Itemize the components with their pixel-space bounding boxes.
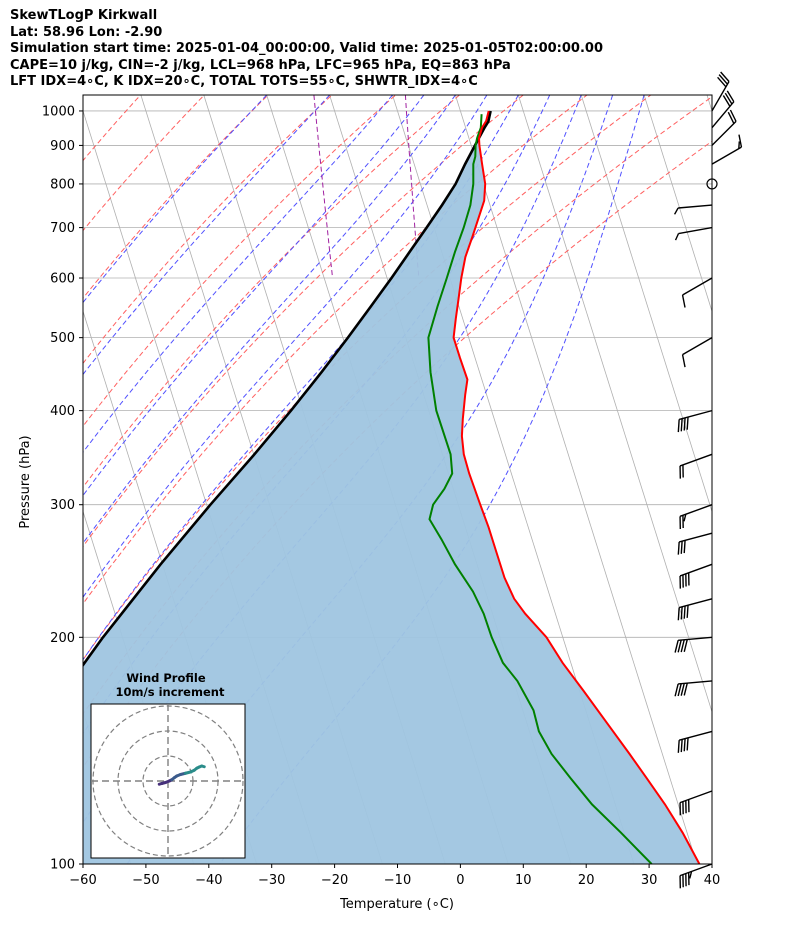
inset-subtitle: 10m/s increment — [116, 685, 225, 699]
indices-line-1: CAPE=10 j/kg, CIN=-2 j/kg, LCL=968 hPa, … — [10, 57, 511, 73]
wind-barb — [677, 598, 713, 621]
wind-barb — [677, 532, 713, 555]
y-tick-label: 900 — [50, 139, 75, 154]
hodograph-segment — [200, 764, 206, 769]
axes: −60 −50 −40 −30 −20 −10 0 10 20 30 40 1000 900 800 700… — [42, 94, 721, 888]
y-tick-label: 1000 — [42, 104, 75, 119]
wind-barb — [679, 863, 713, 889]
time-line: Simulation start time: 2025-01-04_00:00:… — [10, 41, 603, 56]
wind-barb — [674, 680, 713, 697]
y-tick-label: 700 — [50, 221, 75, 236]
y-tick-label: 500 — [50, 331, 75, 346]
isotherm — [517, 95, 712, 714]
parcel-profile-line — [83, 110, 492, 668]
chart-title: SkewTLogP Kirkwall — [10, 8, 158, 23]
dry-adiabat — [83, 95, 397, 428]
wind-barb — [677, 730, 713, 753]
moist-adiabat — [83, 95, 456, 545]
x-axis-label: Temperature (∘C) — [339, 897, 454, 912]
calm-wind-circle — [706, 178, 718, 190]
location-line: Lat: 58.96 Lon: -2.90 — [10, 24, 163, 40]
isotherm — [580, 95, 712, 513]
wind-barb — [679, 790, 713, 816]
moist-adiabat — [83, 95, 393, 454]
y-tick-label: 300 — [50, 498, 75, 513]
moist-adiabat — [83, 95, 425, 497]
y-tick-label: 800 — [50, 177, 75, 192]
isotherm — [0, 80, 79, 899]
wind-barb — [677, 409, 713, 433]
x-tick-label: 20 — [578, 873, 595, 888]
wind-barb — [679, 563, 713, 589]
chart-header: SkewTLogP Kirkwall Lat: 58.96 Lon: -2.90… — [10, 8, 603, 91]
dry-adiabat — [83, 95, 142, 162]
isotherm — [0, 80, 16, 899]
wind-barb — [679, 453, 713, 479]
cape-cin-shading — [83, 111, 700, 864]
x-tick-label: −10 — [384, 873, 411, 888]
x-tick-label: −20 — [321, 873, 348, 888]
wind-barb — [711, 109, 737, 146]
isotherm — [454, 95, 698, 864]
indices-line-2: LFT IDX=4∘C, K IDX=20∘C, TOTAL TOTS=55∘C… — [10, 74, 478, 89]
wind-barb — [681, 277, 713, 308]
moist-adiabat — [83, 95, 330, 376]
y-tick-label: 200 — [50, 631, 75, 646]
temperature-line — [452, 110, 701, 864]
x-tick-label: 30 — [641, 873, 658, 888]
wind-barb — [711, 90, 735, 129]
x-tick-label: 0 — [456, 873, 464, 888]
y-tick-label: 600 — [50, 272, 75, 287]
inset-title: Wind Profile — [126, 671, 206, 685]
dry-adiabat — [83, 95, 205, 232]
isotherm — [706, 95, 712, 113]
y-axis-label: Pressure (hPa) — [18, 435, 33, 528]
x-tick-label: −40 — [195, 873, 222, 888]
wind-barb — [674, 226, 713, 241]
y-tick-label: 400 — [50, 404, 75, 419]
dewpoint-line — [427, 114, 653, 864]
dry-adiabat — [0, 80, 90, 899]
x-tick-label: 10 — [515, 873, 532, 888]
isotherm — [643, 95, 712, 313]
x-tick-label: 40 — [704, 873, 721, 888]
mixing-ratio-line — [313, 95, 333, 279]
wind-barb — [711, 71, 730, 112]
dry-adiabat — [83, 95, 269, 299]
dry-adiabat — [83, 95, 333, 365]
wind-barb — [681, 337, 713, 368]
dry-adiabat — [83, 95, 588, 605]
x-tick-label: −50 — [132, 873, 159, 888]
plot-area — [0, 80, 712, 899]
x-tick-label: −60 — [69, 873, 96, 888]
moist-adiabat — [83, 95, 268, 304]
wind-barb — [679, 504, 713, 530]
wind-barb — [674, 636, 713, 653]
x-tick-label: −30 — [258, 873, 285, 888]
dry-adiabat — [83, 95, 524, 548]
mixing-ratio-line — [404, 95, 420, 279]
y-tick-label: 100 — [50, 858, 75, 873]
dry-adiabat — [83, 95, 461, 489]
wind-barb — [673, 204, 713, 215]
wind-barb — [711, 134, 743, 165]
wind-barbs — [673, 71, 743, 889]
